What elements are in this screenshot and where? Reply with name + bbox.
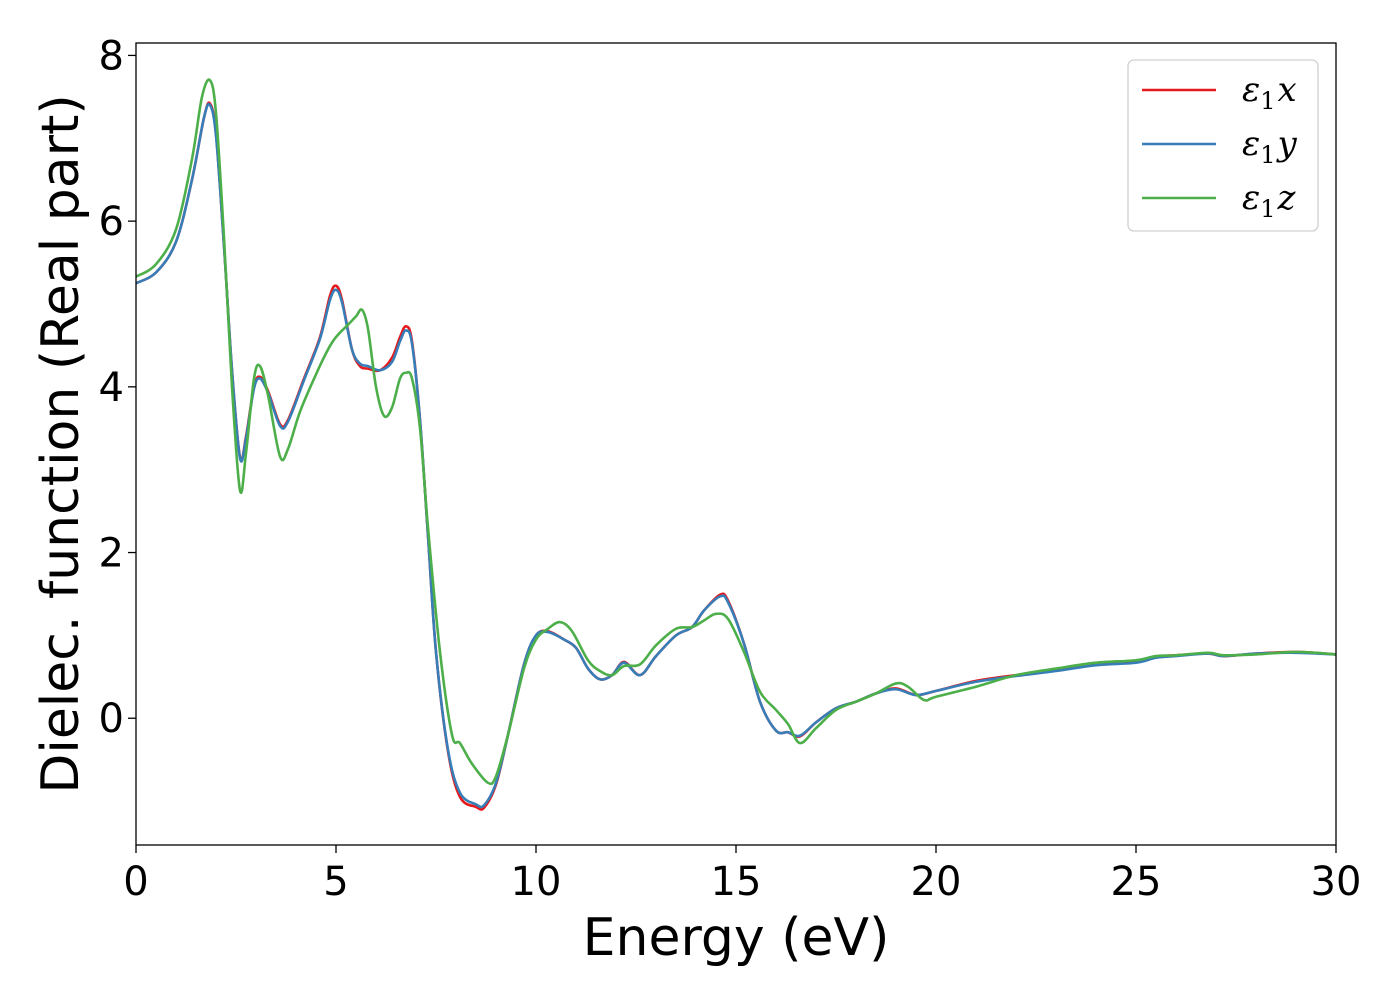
x-axis: 0 5 10 15 20 25 30 <box>123 845 1361 905</box>
legend-box <box>1127 59 1319 232</box>
legend-label: ε1z <box>1242 178 1297 223</box>
series-line-3 <box>136 78 1336 786</box>
x-axis-title: Energy (eV) <box>583 908 890 968</box>
x-tick-label: 30 <box>1311 859 1362 905</box>
series-lines <box>136 78 1336 811</box>
y-tick-label: 0 <box>99 696 124 742</box>
y-tick-label: 6 <box>99 199 124 245</box>
x-tick-label: 0 <box>123 859 148 905</box>
y-tick-label: 4 <box>99 365 124 411</box>
x-tick-label: 10 <box>511 859 562 905</box>
y-tick-label: 8 <box>99 33 124 79</box>
legend-label: ε1x <box>1242 70 1297 115</box>
x-tick-label: 5 <box>323 859 348 905</box>
x-tick-label: 25 <box>1111 859 1162 905</box>
legend-label: ε1y <box>1242 124 1298 169</box>
x-tick-label: 15 <box>711 859 762 905</box>
y-tick-label: 2 <box>99 531 124 577</box>
x-tick-label: 20 <box>911 859 962 905</box>
legend: ε1x ε1y ε1z <box>1127 59 1319 232</box>
y-axis: 0 2 4 6 8 <box>99 33 136 742</box>
y-axis-title: Dielec. function (Real part) <box>31 94 91 793</box>
